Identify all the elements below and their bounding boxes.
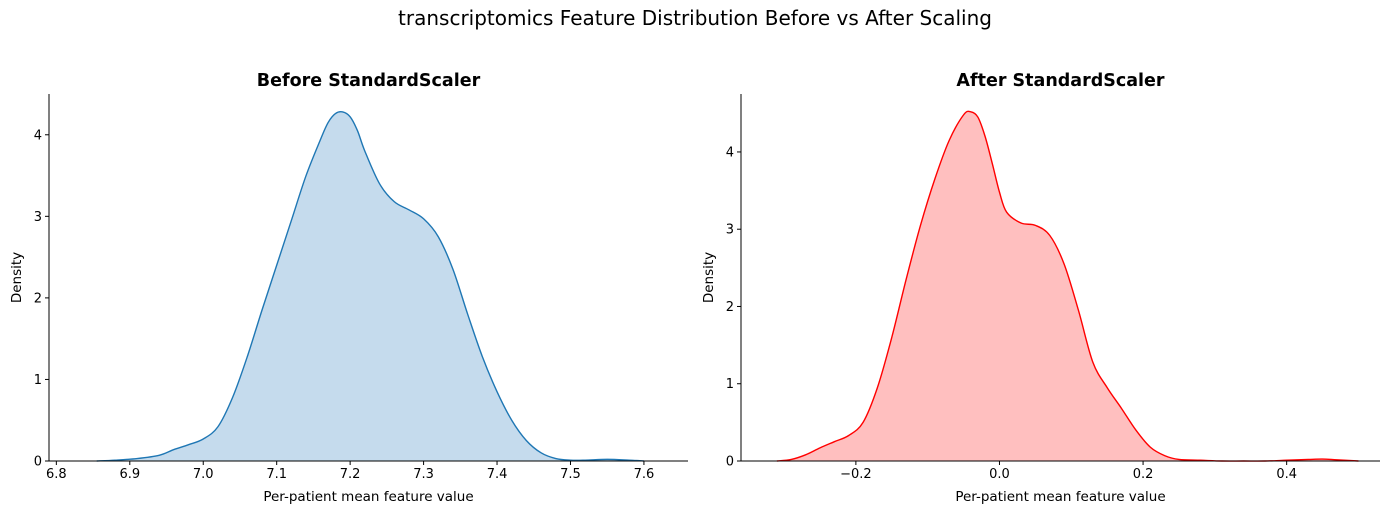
x-tick-label: 7.5 [560, 467, 581, 482]
y-tick-label: 4 [34, 128, 42, 143]
panel-title-before: Before StandardScaler [257, 71, 481, 91]
panel-title-after: After StandardScaler [956, 71, 1164, 91]
x-tick-label: 0.4 [1276, 467, 1297, 482]
density-area-before [96, 111, 644, 462]
density-area-after [776, 111, 1359, 462]
panel-after: −0.2 0.0 0.2 0.4 0 1 2 3 4 After StandardScaler Pe… [701, 71, 1380, 505]
y-tick-label: 0 [34, 455, 42, 470]
x-tick-label: 7.3 [413, 467, 434, 482]
x-tick-label: 7.2 [340, 467, 361, 482]
y-tick-label: 2 [726, 300, 734, 315]
panel-before: 6.8 6.9 7.0 7.1 7.2 7.3 7.4 7.5 7.6 0 1 2 3 4 Before S… [9, 71, 688, 505]
y-tick-label: 1 [34, 373, 42, 388]
x-tick-label: 6.8 [46, 467, 67, 482]
x-tick-label: 7.0 [193, 467, 214, 482]
x-tick-label: 7.4 [487, 467, 508, 482]
y-tick-label: 4 [726, 145, 734, 160]
y-tick-label: 0 [726, 455, 734, 470]
y-tick-label: 1 [726, 377, 734, 392]
y-axis-label-after: Density [701, 252, 717, 303]
x-tick-label: −0.2 [840, 467, 872, 482]
y-tick-label: 3 [726, 223, 734, 238]
y-tick-label: 2 [34, 291, 42, 306]
x-axis-label-before: Per-patient mean feature value [263, 489, 473, 505]
x-axis-label-after: Per-patient mean feature value [955, 489, 1165, 505]
x-tick-label: 6.9 [119, 467, 140, 482]
x-tick-label: 0.0 [989, 467, 1010, 482]
figure-title: transcriptomics Feature Distribution Bef… [398, 6, 992, 30]
x-tick-label: 7.6 [634, 467, 655, 482]
x-tick-label: 0.2 [1133, 467, 1154, 482]
density-line-before [96, 111, 644, 462]
x-tick-label: 7.1 [266, 467, 287, 482]
y-axis-label-before: Density [9, 252, 25, 303]
y-tick-label: 3 [34, 210, 42, 225]
